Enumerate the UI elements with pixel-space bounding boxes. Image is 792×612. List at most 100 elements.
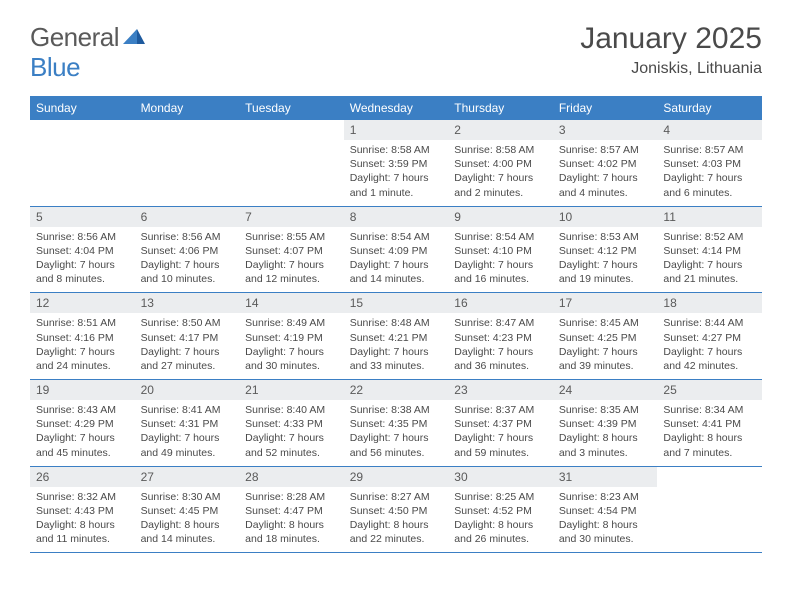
day-details: Sunrise: 8:57 AMSunset: 4:03 PMDaylight:… [657,140,762,206]
day-details: Sunrise: 8:56 AMSunset: 4:06 PMDaylight:… [135,227,240,293]
week-row: 12Sunrise: 8:51 AMSunset: 4:16 PMDayligh… [30,293,762,380]
day-cell-1: 1Sunrise: 8:58 AMSunset: 3:59 PMDaylight… [344,120,449,206]
weekday-header-row: SundayMondayTuesdayWednesdayThursdayFrid… [30,96,762,120]
day-details: Sunrise: 8:45 AMSunset: 4:25 PMDaylight:… [553,313,658,379]
day-cell-7: 7Sunrise: 8:55 AMSunset: 4:07 PMDaylight… [239,207,344,293]
day-detail-line: Sunset: 4:06 PM [141,244,234,258]
day-number: 20 [135,380,240,400]
day-cell-27: 27Sunrise: 8:30 AMSunset: 4:45 PMDayligh… [135,467,240,553]
day-cell-11: 11Sunrise: 8:52 AMSunset: 4:14 PMDayligh… [657,207,762,293]
day-number [657,467,762,487]
day-detail-line: Daylight: 7 hours and 27 minutes. [141,345,234,373]
day-detail-line: Daylight: 7 hours and 6 minutes. [663,171,756,199]
day-cell-17: 17Sunrise: 8:45 AMSunset: 4:25 PMDayligh… [553,293,658,379]
weekday-header-thursday: Thursday [448,96,553,120]
day-number: 22 [344,380,449,400]
title-block: January 2025 Joniskis, Lithuania [580,22,762,78]
day-detail-line: Daylight: 8 hours and 26 minutes. [454,518,547,546]
brand-logo: General [30,22,147,53]
day-detail-line: Sunset: 4:31 PM [141,417,234,431]
day-cell-14: 14Sunrise: 8:49 AMSunset: 4:19 PMDayligh… [239,293,344,379]
day-cell-3: 3Sunrise: 8:57 AMSunset: 4:02 PMDaylight… [553,120,658,206]
day-detail-line: Daylight: 7 hours and 49 minutes. [141,431,234,459]
day-details: Sunrise: 8:53 AMSunset: 4:12 PMDaylight:… [553,227,658,293]
day-detail-line: Daylight: 7 hours and 36 minutes. [454,345,547,373]
day-detail-line: Sunset: 4:04 PM [36,244,129,258]
day-detail-line: Sunset: 4:37 PM [454,417,547,431]
day-detail-line: Daylight: 7 hours and 21 minutes. [663,258,756,286]
day-detail-line: Sunset: 4:00 PM [454,157,547,171]
day-detail-line: Sunset: 4:14 PM [663,244,756,258]
weekday-header-saturday: Saturday [657,96,762,120]
day-detail-line: Sunset: 4:45 PM [141,504,234,518]
day-detail-line: Daylight: 8 hours and 14 minutes. [141,518,234,546]
day-detail-line: Daylight: 7 hours and 4 minutes. [559,171,652,199]
day-detail-line: Sunset: 3:59 PM [350,157,443,171]
day-number: 19 [30,380,135,400]
day-detail-line: Sunset: 4:35 PM [350,417,443,431]
day-details: Sunrise: 8:54 AMSunset: 4:09 PMDaylight:… [344,227,449,293]
day-details: Sunrise: 8:58 AMSunset: 4:00 PMDaylight:… [448,140,553,206]
day-detail-line: Sunrise: 8:45 AM [559,316,652,330]
day-detail-line: Sunrise: 8:51 AM [36,316,129,330]
day-details: Sunrise: 8:28 AMSunset: 4:47 PMDaylight:… [239,487,344,553]
day-number: 13 [135,293,240,313]
day-number: 2 [448,120,553,140]
day-number: 30 [448,467,553,487]
day-detail-line: Sunrise: 8:37 AM [454,403,547,417]
day-detail-line: Sunset: 4:07 PM [245,244,338,258]
day-cell-12: 12Sunrise: 8:51 AMSunset: 4:16 PMDayligh… [30,293,135,379]
day-cell-21: 21Sunrise: 8:40 AMSunset: 4:33 PMDayligh… [239,380,344,466]
day-detail-line: Sunrise: 8:25 AM [454,490,547,504]
day-details: Sunrise: 8:30 AMSunset: 4:45 PMDaylight:… [135,487,240,553]
day-number: 16 [448,293,553,313]
day-cell-31: 31Sunrise: 8:23 AMSunset: 4:54 PMDayligh… [553,467,658,553]
day-detail-line: Sunrise: 8:35 AM [559,403,652,417]
day-detail-line: Sunrise: 8:43 AM [36,403,129,417]
day-detail-line: Daylight: 7 hours and 1 minute. [350,171,443,199]
day-detail-line: Sunset: 4:27 PM [663,331,756,345]
day-detail-line: Daylight: 7 hours and 59 minutes. [454,431,547,459]
day-detail-line: Daylight: 7 hours and 8 minutes. [36,258,129,286]
brand-triangle-icon [123,26,145,49]
day-cell-13: 13Sunrise: 8:50 AMSunset: 4:17 PMDayligh… [135,293,240,379]
day-cell-16: 16Sunrise: 8:47 AMSunset: 4:23 PMDayligh… [448,293,553,379]
empty-day-cell [30,120,135,206]
day-details: Sunrise: 8:23 AMSunset: 4:54 PMDaylight:… [553,487,658,553]
day-details: Sunrise: 8:43 AMSunset: 4:29 PMDaylight:… [30,400,135,466]
day-details: Sunrise: 8:38 AMSunset: 4:35 PMDaylight:… [344,400,449,466]
day-detail-line: Sunset: 4:41 PM [663,417,756,431]
day-cell-5: 5Sunrise: 8:56 AMSunset: 4:04 PMDaylight… [30,207,135,293]
day-detail-line: Daylight: 8 hours and 22 minutes. [350,518,443,546]
day-details: Sunrise: 8:35 AMSunset: 4:39 PMDaylight:… [553,400,658,466]
day-detail-line: Daylight: 7 hours and 33 minutes. [350,345,443,373]
empty-day-cell [657,467,762,553]
day-detail-line: Sunrise: 8:56 AM [36,230,129,244]
day-details: Sunrise: 8:40 AMSunset: 4:33 PMDaylight:… [239,400,344,466]
day-number: 31 [553,467,658,487]
day-detail-line: Sunrise: 8:55 AM [245,230,338,244]
week-row: 19Sunrise: 8:43 AMSunset: 4:29 PMDayligh… [30,380,762,467]
day-cell-28: 28Sunrise: 8:28 AMSunset: 4:47 PMDayligh… [239,467,344,553]
day-details: Sunrise: 8:27 AMSunset: 4:50 PMDaylight:… [344,487,449,553]
day-details: Sunrise: 8:57 AMSunset: 4:02 PMDaylight:… [553,140,658,206]
day-cell-30: 30Sunrise: 8:25 AMSunset: 4:52 PMDayligh… [448,467,553,553]
day-number: 15 [344,293,449,313]
day-number: 18 [657,293,762,313]
day-detail-line: Sunrise: 8:44 AM [663,316,756,330]
day-number: 27 [135,467,240,487]
day-number: 9 [448,207,553,227]
week-row: 1Sunrise: 8:58 AMSunset: 3:59 PMDaylight… [30,120,762,207]
day-detail-line: Daylight: 7 hours and 14 minutes. [350,258,443,286]
day-detail-line: Sunrise: 8:41 AM [141,403,234,417]
day-cell-2: 2Sunrise: 8:58 AMSunset: 4:00 PMDaylight… [448,120,553,206]
day-cell-8: 8Sunrise: 8:54 AMSunset: 4:09 PMDaylight… [344,207,449,293]
day-detail-line: Sunrise: 8:23 AM [559,490,652,504]
day-detail-line: Sunrise: 8:56 AM [141,230,234,244]
day-cell-20: 20 Sunrise: 8:41 AMSunset: 4:31 PMDayligh… [135,380,240,466]
day-number: 21 [239,380,344,400]
day-detail-line: Daylight: 8 hours and 3 minutes. [559,431,652,459]
day-cell-23: 23Sunrise: 8:37 AMSunset: 4:37 PMDayligh… [448,380,553,466]
day-cell-19: 19Sunrise: 8:43 AMSunset: 4:29 PMDayligh… [30,380,135,466]
day-number: 1 [344,120,449,140]
